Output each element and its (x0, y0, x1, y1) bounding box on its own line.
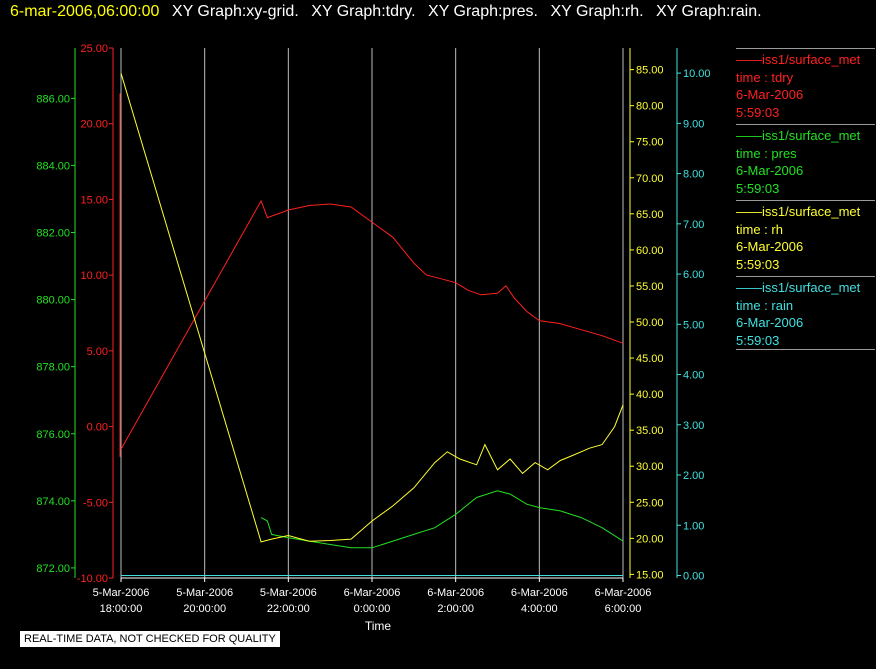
legend-source: ——iss1/surface_met (736, 280, 861, 295)
pres-tick-label: 882.00 (36, 227, 70, 239)
series-line-tdry (120, 199, 624, 450)
current-datetime: 6-mar-2006,06:00:00 (10, 3, 160, 20)
x-axis-label: Time (365, 619, 392, 633)
title-pres[interactable]: XY Graph:pres. (428, 3, 538, 20)
legend-time: 5:59:03 (736, 332, 780, 348)
rh-tick-label: 70.00 (636, 173, 664, 185)
tdry-tick-label: 25.00 (80, 43, 108, 55)
rain-tick-label: 3.00 (683, 420, 704, 432)
pres-tick-label: 876.00 (36, 429, 70, 441)
legend-source: ——iss1/surface_met (736, 52, 861, 67)
series-line-rh (120, 73, 624, 543)
x-tick-label-date: 5-Mar-2006 (93, 587, 150, 599)
tdry-tick-label: 0.00 (87, 422, 108, 434)
x-tick-label-time: 2:00:00 (437, 603, 474, 615)
legend-entry-rain[interactable]: ——iss1/surface_met time : rain 6-Mar-200… (736, 276, 875, 350)
rh-tick-label: 40.00 (636, 389, 664, 401)
rain-tick-label: 9.00 (683, 118, 704, 130)
title-rain[interactable]: XY Graph:rain. (656, 3, 762, 20)
tdry-tick-label: -10.00 (77, 573, 108, 585)
legend-date: 6-Mar-2006 (736, 87, 804, 102)
rh-tick-label: 45.00 (636, 353, 664, 365)
quality-notice: REAL-TIME DATA, NOT CHECKED FOR QUALITY (20, 631, 280, 647)
x-tick-label-time: 22:00:00 (267, 603, 310, 615)
title-xy-grid[interactable]: XY Graph:xy-grid. (171, 3, 299, 20)
rh-tick-label: 30.00 (636, 461, 664, 473)
legend-time: 5:59:03 (736, 256, 780, 272)
rh-tick-label: 50.00 (636, 317, 664, 329)
legend-entry-rh[interactable]: ——iss1/surface_met time : rh 6-Mar-2006 … (736, 200, 875, 273)
x-tick-label-date: 6-Mar-2006 (511, 587, 568, 599)
legend: ——iss1/surface_met time : tdry 6-Mar-200… (736, 48, 875, 353)
pres-tick-label: 874.00 (36, 496, 70, 508)
data-series (119, 73, 624, 576)
legend-variable: time : rh (736, 221, 783, 237)
x-tick-label-time: 18:00:00 (100, 603, 143, 615)
tdry-tick-label: 5.00 (87, 346, 108, 358)
rh-tick-label: 20.00 (636, 533, 664, 545)
rain-tick-label: 1.00 (683, 520, 704, 532)
rh-tick-label: 15.00 (636, 569, 664, 581)
rh-tick-label: 65.00 (636, 209, 664, 221)
tdry-tick-label: 15.00 (80, 194, 108, 206)
pres-tick-label: 886.00 (36, 93, 70, 105)
legend-variable: time : pres (736, 145, 797, 161)
tdry-tick-label: -5.00 (83, 497, 108, 509)
legend-entry-pres[interactable]: ——iss1/surface_met time : pres 6-Mar-200… (736, 124, 875, 197)
tdry-tick-label: 20.00 (80, 119, 108, 131)
rh-tick-label: 55.00 (636, 281, 664, 293)
rh-tick-label: 35.00 (636, 425, 664, 437)
x-tick-label-date: 6-Mar-2006 (344, 587, 401, 599)
plot-axes: 5-Mar-2006 18:00:00 5-Mar-2006 20:00:00 5-Ma… (36, 43, 710, 615)
series-line-pres (260, 490, 624, 549)
legend-variable: time : tdry (736, 69, 794, 85)
x-tick-label-time: 20:00:00 (183, 603, 226, 615)
pres-tick-label: 878.00 (36, 362, 70, 374)
x-tick-label-date: 6-Mar-2006 (595, 587, 652, 599)
x-tick-label-date: 5-Mar-2006 (176, 587, 233, 599)
x-tick-label-time: 4:00:00 (521, 603, 558, 615)
rain-tick-label: 7.00 (683, 219, 704, 231)
legend-time: 5:59:03 (736, 180, 780, 196)
rain-tick-label: 2.00 (683, 470, 704, 482)
pres-tick-label: 880.00 (36, 295, 70, 307)
rh-tick-label: 60.00 (636, 245, 664, 257)
rh-tick-label: 25.00 (636, 497, 664, 509)
rain-tick-label: 10.00 (683, 68, 711, 80)
rh-tick-label: 85.00 (636, 65, 664, 77)
rain-tick-label: 5.00 (683, 319, 704, 331)
legend-variable: time : rain (736, 297, 794, 313)
title-rh[interactable]: XY Graph:rh. (550, 3, 644, 20)
graph-title-bar: 6-mar-2006,06:00:00 XY Graph:xy-grid. XY… (10, 3, 762, 21)
rain-tick-label: 8.00 (683, 169, 704, 181)
tdry-tick-label: 10.00 (80, 270, 108, 282)
legend-time: 5:59:03 (736, 104, 780, 120)
legend-source: ——iss1/surface_met (736, 204, 861, 219)
rain-tick-label: 4.00 (683, 370, 704, 382)
rh-tick-label: 75.00 (636, 137, 664, 149)
title-tdry[interactable]: XY Graph:tdry. (311, 3, 416, 20)
legend-date: 6-Mar-2006 (736, 315, 804, 330)
legend-date: 6-Mar-2006 (736, 239, 804, 254)
x-tick-label-time: 6:00:00 (605, 603, 642, 615)
vertical-gridlines (120, 48, 624, 578)
x-tick-label-date: 6-Mar-2006 (427, 587, 484, 599)
legend-source: ——iss1/surface_met (736, 128, 861, 143)
rain-tick-label: 6.00 (683, 269, 704, 281)
legend-date: 6-Mar-2006 (736, 163, 804, 178)
pres-tick-label: 872.00 (36, 563, 70, 575)
legend-entry-tdry[interactable]: ——iss1/surface_met time : tdry 6-Mar-200… (736, 48, 875, 121)
pres-tick-label: 884.00 (36, 160, 70, 172)
rain-tick-label: 0.00 (683, 570, 704, 582)
x-tick-label-date: 5-Mar-2006 (260, 587, 317, 599)
x-tick-label-time: 0:00:00 (354, 603, 391, 615)
rh-tick-label: 80.00 (636, 101, 664, 113)
